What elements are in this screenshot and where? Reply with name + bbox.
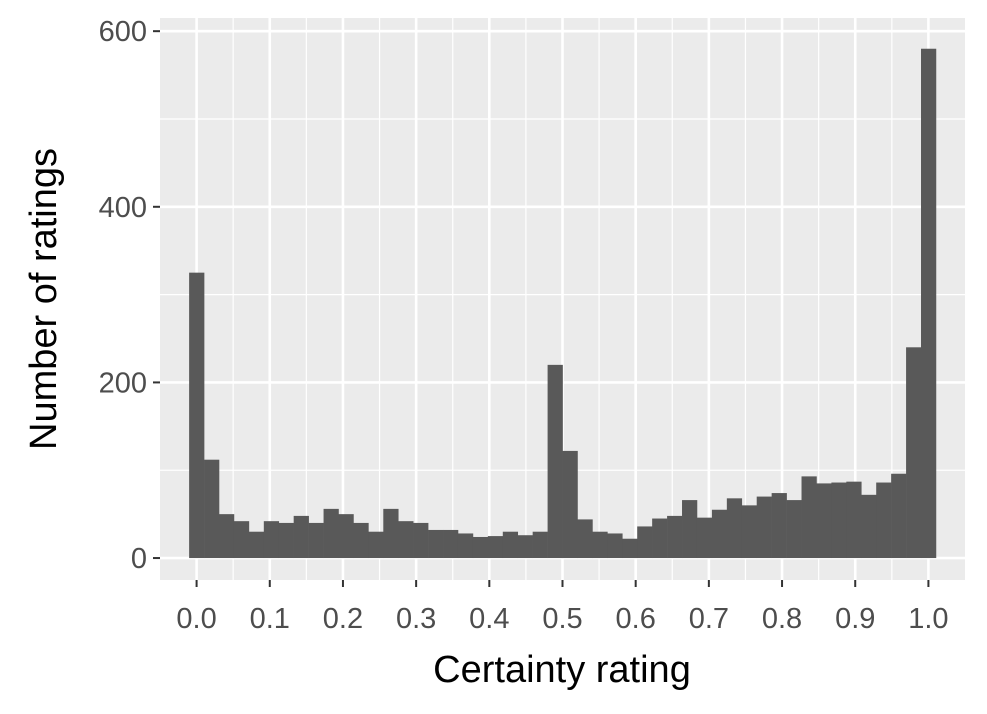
y-tick-label: 600 (99, 16, 147, 48)
x-tick-label: 0.8 (762, 603, 802, 635)
histogram-bar (368, 531, 384, 559)
y-tick-label: 400 (99, 192, 147, 224)
histogram-bar (622, 538, 638, 559)
histogram-bar (652, 518, 668, 559)
y-axis-title: Number of ratings (23, 148, 65, 450)
histogram-bar (413, 522, 429, 559)
x-tick-label: 0.0 (176, 603, 216, 635)
x-tick-label: 0.4 (469, 603, 509, 635)
histogram-bar (667, 515, 683, 559)
x-tick-label: 0.3 (396, 603, 436, 635)
bars (189, 48, 937, 559)
histogram-bar (428, 529, 444, 559)
x-axis-title: Certainty rating (433, 649, 691, 691)
histogram-bar (831, 482, 847, 559)
histogram-bar (547, 364, 563, 559)
y-tick-label: 0 (131, 543, 147, 575)
histogram-bar (786, 500, 802, 559)
x-tick-label: 0.6 (616, 603, 656, 635)
histogram-bar (682, 500, 698, 559)
histogram-bar (308, 522, 324, 559)
histogram-bar (801, 476, 817, 559)
y-tick-label: 200 (99, 367, 147, 399)
histogram-bar (353, 522, 369, 559)
x-tick-label: 0.9 (835, 603, 875, 635)
histogram-bar (517, 535, 533, 559)
histogram-bar (338, 514, 354, 559)
x-tick-label: 0.2 (323, 603, 363, 635)
histogram-bar (816, 483, 832, 559)
histogram-bar (607, 533, 623, 559)
x-tick-label: 0.5 (542, 603, 582, 635)
histogram-bar (189, 272, 205, 559)
histogram-bar (293, 515, 309, 559)
histogram-bar (726, 498, 743, 559)
histogram-bar (771, 493, 787, 559)
x-tick-label: 0.7 (689, 603, 729, 635)
histogram-bar (756, 496, 772, 559)
histogram-bar (278, 522, 294, 559)
histogram-bar (846, 481, 862, 559)
histogram-bar (711, 509, 728, 559)
histogram-bar (263, 521, 280, 559)
y-axis-ticks: 0 200 400 600 (99, 16, 160, 575)
histogram-bar (921, 48, 937, 559)
histogram-bar (562, 450, 578, 559)
histogram-bar (502, 531, 519, 559)
histogram-bar (383, 508, 399, 559)
histogram-bar (323, 508, 339, 559)
histogram-bar (577, 519, 593, 559)
histogram-bar (532, 531, 548, 559)
histogram-bar (487, 536, 504, 559)
histogram-bar (861, 494, 877, 559)
histogram-bar (891, 473, 907, 559)
histogram-bar (457, 533, 474, 559)
histogram-bar (398, 521, 414, 559)
x-tick-label: 0.1 (250, 603, 290, 635)
histogram-bar (696, 517, 713, 559)
x-tick-label: 1.0 (908, 603, 948, 635)
histogram-bar (472, 536, 489, 559)
histogram-bar (876, 482, 892, 559)
histogram-bar (443, 529, 459, 559)
histogram-bar (906, 347, 922, 559)
histogram-bar (592, 531, 608, 559)
histogram-bar (741, 505, 758, 559)
histogram-bar (233, 521, 250, 559)
histogram-bar (637, 526, 653, 559)
x-axis-ticks: 0.0 0.1 0.2 0.3 0.4 0.5 0.6 0.7 0.8 0.9 1.0 (176, 580, 949, 635)
histogram-bar (248, 531, 265, 559)
histogram-bar (204, 459, 220, 559)
histogram-bar (218, 514, 235, 559)
